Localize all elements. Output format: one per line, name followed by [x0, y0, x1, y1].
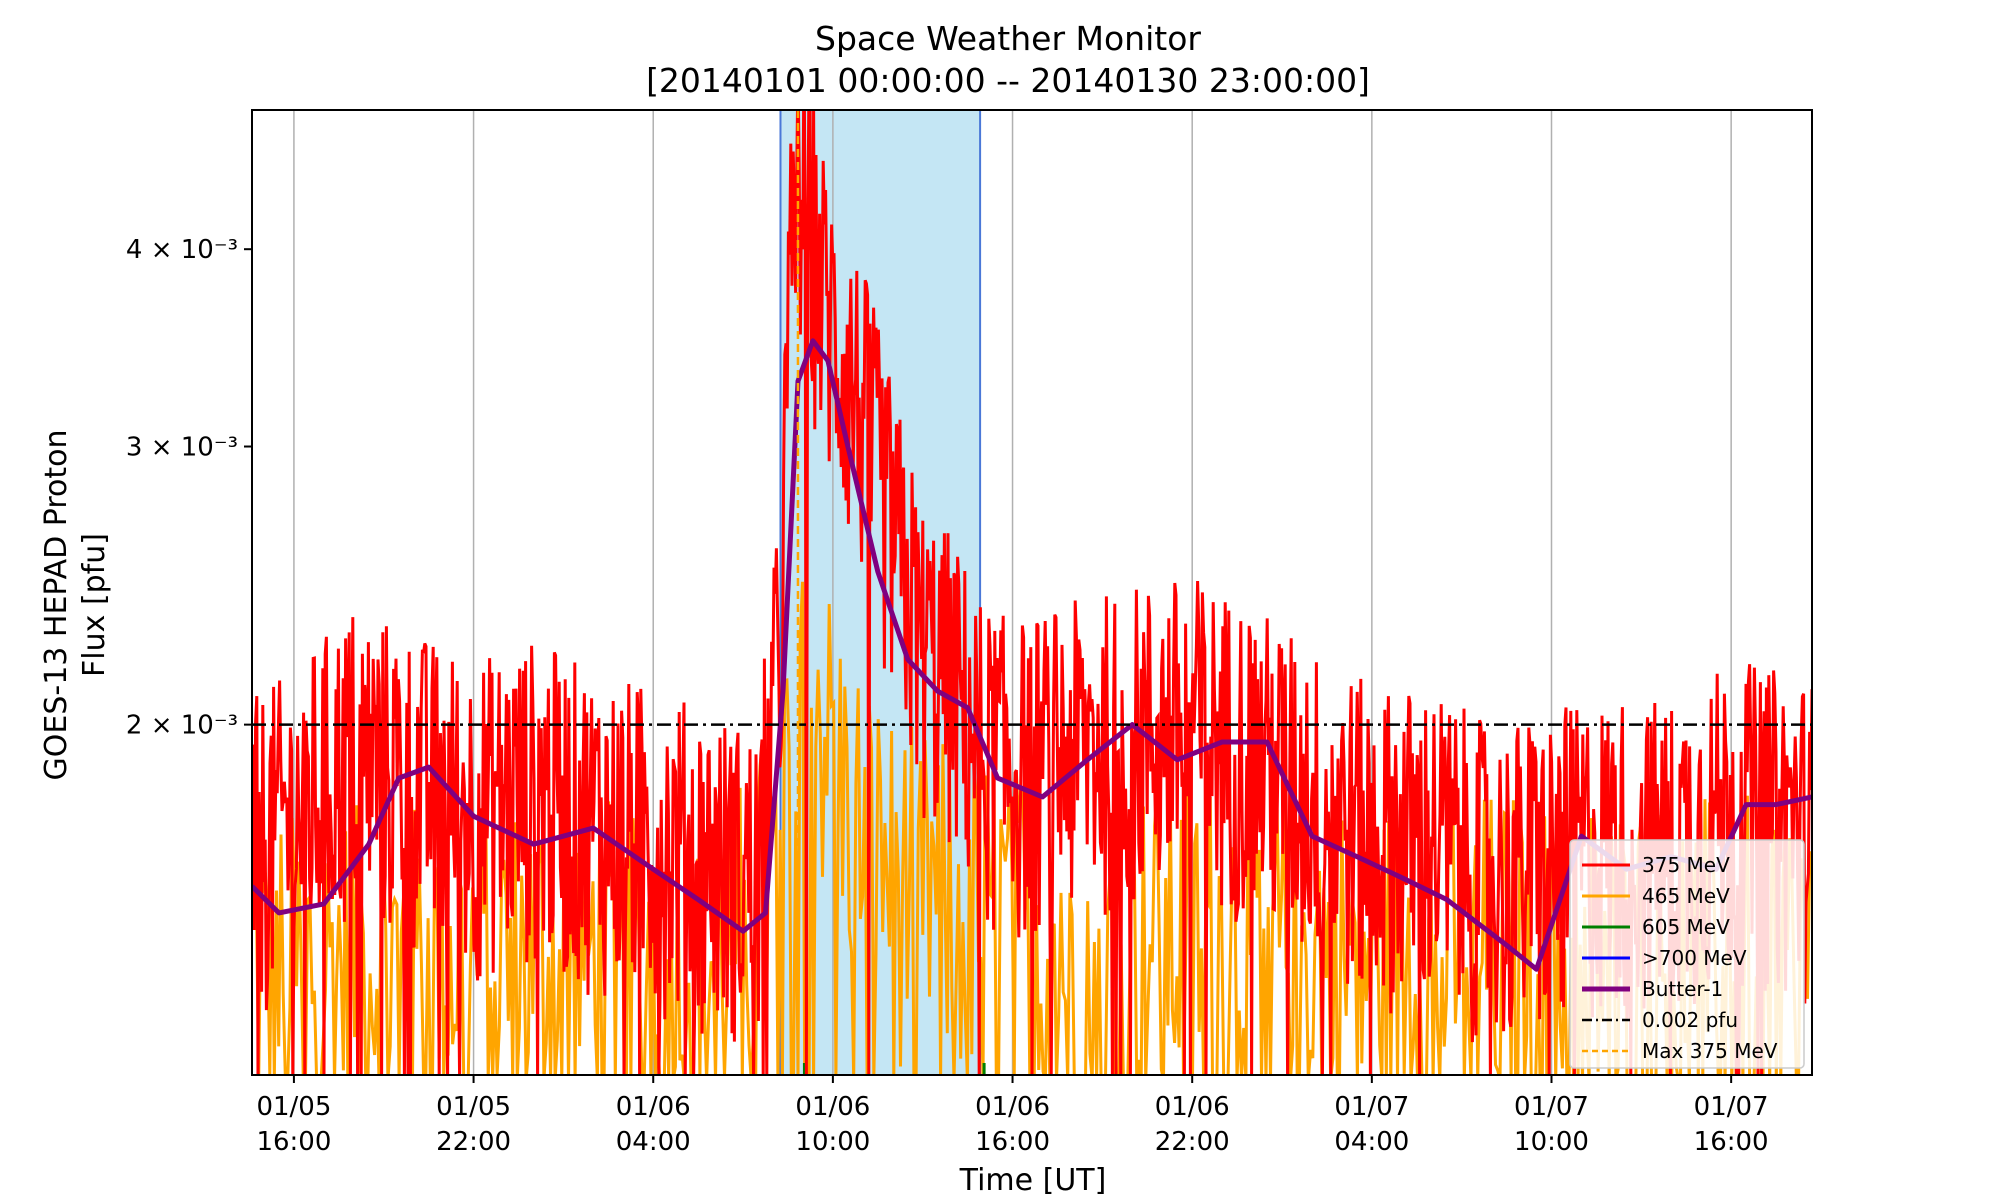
x-tick-hour-2: 04:00: [616, 1127, 691, 1157]
x-tick-hour-0: 16:00: [256, 1127, 331, 1157]
x-tick-hour-3: 10:00: [795, 1127, 870, 1157]
legend-label-6: Max 375 MeV: [1642, 1039, 1778, 1063]
legend-label-1: 465 MeV: [1642, 884, 1730, 908]
plot-frame: [251, 109, 1813, 1076]
plot-area: [252, 110, 1812, 1075]
legend-label-4: Butter-1: [1642, 977, 1723, 1001]
x-tick-date-1: 01/05: [436, 1092, 511, 1122]
x-tick-hour-8: 16:00: [1694, 1127, 1769, 1157]
legend-label-2: 605 MeV: [1642, 915, 1730, 939]
series-605mev-mark-1: [982, 1063, 986, 1075]
x-tick-date-6: 01/07: [1334, 1092, 1409, 1122]
x-tick-hour-4: 16:00: [975, 1127, 1050, 1157]
series-butter1-line: [252, 338, 1812, 972]
legend-label-3: >700 MeV: [1642, 946, 1747, 970]
x-tick-hour-6: 04:00: [1334, 1127, 1409, 1157]
x-tick-date-7: 01/07: [1514, 1092, 1589, 1122]
x-tick-date-0: 01/05: [256, 1092, 331, 1122]
x-tick-date-5: 01/06: [1155, 1092, 1230, 1122]
x-tick-hour-1: 22:00: [436, 1127, 511, 1157]
chart-title: Space Weather Monitor: [815, 19, 1201, 58]
legend: 375 MeV 465 MeV 605 MeV >700 MeV Butter-1 0.0…: [1569, 839, 1805, 1069]
x-tick-date-3: 01/06: [795, 1092, 870, 1122]
axes: 2 × 10⁻³ 3 × 10⁻³ 4 × 10⁻³ 01/05 16:00 01/05 2…: [126, 109, 1813, 1157]
series-605mev-mark-0: [802, 1063, 806, 1075]
x-tick-date-8: 01/07: [1694, 1092, 1769, 1122]
y-axis-label-line1: GOES-13 HEPAD Proton: [39, 430, 74, 781]
y-tick-label-0: 2 × 10⁻³: [126, 711, 238, 741]
y-tick-label-1: 3 × 10⁻³: [126, 433, 238, 463]
series-375mev-line: [252, 110, 1812, 1075]
x-tick-date-4: 01/06: [975, 1092, 1050, 1122]
legend-label-5: 0.002 pfu: [1642, 1008, 1738, 1032]
x-tick-hour-7: 10:00: [1514, 1127, 1589, 1157]
chart-subtitle: [20140101 00:00:00 -- 20140130 23:00:00]: [646, 61, 1370, 100]
y-tick-label-2: 4 × 10⁻³: [126, 235, 238, 265]
legend-label-0: 375 MeV: [1642, 853, 1730, 877]
y-axis-label-line2: Flux [pfu]: [77, 533, 112, 677]
x-tick-date-2: 01/06: [616, 1092, 691, 1122]
x-tick-hour-5: 22:00: [1155, 1127, 1230, 1157]
x-axis-label: Time [UT]: [959, 1163, 1107, 1198]
